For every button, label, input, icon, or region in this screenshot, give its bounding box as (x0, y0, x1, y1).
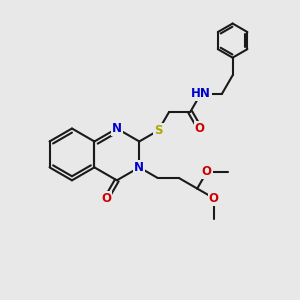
Text: O: O (209, 192, 219, 205)
Text: O: O (195, 122, 205, 135)
Text: HN: HN (191, 87, 211, 100)
Text: N: N (134, 161, 144, 174)
Text: S: S (154, 124, 163, 137)
Text: O: O (101, 192, 111, 205)
Text: O: O (202, 166, 212, 178)
Text: N: N (112, 122, 122, 135)
